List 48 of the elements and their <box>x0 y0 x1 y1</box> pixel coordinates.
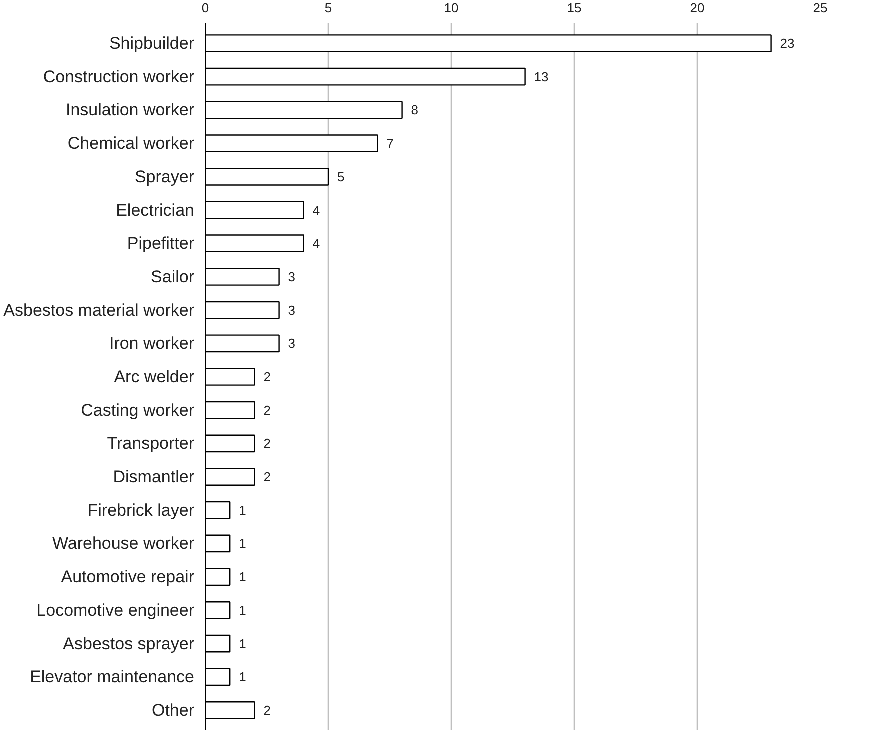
y-tick-label: Dismantler <box>113 468 195 487</box>
x-tick-label: 20 <box>690 0 705 16</box>
data-label: 1 <box>239 636 246 652</box>
y-tick-label: Construction worker <box>43 67 195 86</box>
y-tick-label: Chemical worker <box>68 134 195 154</box>
y-tick-label: Arc welder <box>114 368 195 386</box>
y-tick-label: Firebrick layer <box>88 500 195 520</box>
data-label: 2 <box>264 470 271 485</box>
data-label: 13 <box>534 69 549 84</box>
data-label: 23 <box>780 36 795 52</box>
y-tick-label: Sailor <box>151 267 195 286</box>
data-label: 1 <box>239 536 246 552</box>
data-label: 4 <box>312 202 320 218</box>
data-label: 2 <box>264 436 271 452</box>
data-label: 2 <box>264 702 271 718</box>
data-label: 1 <box>239 502 246 518</box>
y-tick-label: Locomotive engineer <box>36 600 195 620</box>
data-label: 3 <box>288 269 296 284</box>
y-tick-label: Iron worker <box>109 334 195 354</box>
x-tick-label: 15 <box>567 0 582 16</box>
x-tick-label: 0 <box>202 0 210 16</box>
y-tick-label: Automotive repair <box>61 568 195 587</box>
data-label: 1 <box>239 670 246 685</box>
data-label: 2 <box>264 370 271 384</box>
x-tick-label: 25 <box>813 0 828 16</box>
y-tick-label: Sprayer <box>134 167 195 186</box>
y-tick-label: Pipefitter <box>127 234 195 254</box>
data-label: 5 <box>338 169 345 184</box>
data-label: 4 <box>312 236 320 252</box>
y-tick-label: Casting worker <box>81 400 195 420</box>
x-tick-label: 10 <box>444 0 459 16</box>
data-label: 7 <box>386 136 394 152</box>
data-label: 3 <box>288 302 296 318</box>
data-label: 3 <box>288 336 296 352</box>
y-tick-label: Asbestos sprayer <box>63 634 195 654</box>
y-tick-label: Insulation worker <box>66 100 195 120</box>
y-tick-label: Other <box>152 700 195 720</box>
y-tick-label: Transporter <box>107 434 195 454</box>
y-tick-label: Warehouse worker <box>52 534 195 554</box>
data-label: 1 <box>239 570 246 585</box>
y-tick-label: Asbestos material worker <box>4 300 195 320</box>
y-tick-label: Shipbuilder <box>109 34 195 54</box>
x-tick-label: 5 <box>324 0 332 16</box>
data-label: 2 <box>264 402 271 418</box>
data-label: 1 <box>239 602 246 618</box>
data-label: 8 <box>411 102 419 118</box>
y-tick-label: Elevator maintenance <box>30 668 195 687</box>
y-tick-label: Electrician <box>116 200 195 220</box>
